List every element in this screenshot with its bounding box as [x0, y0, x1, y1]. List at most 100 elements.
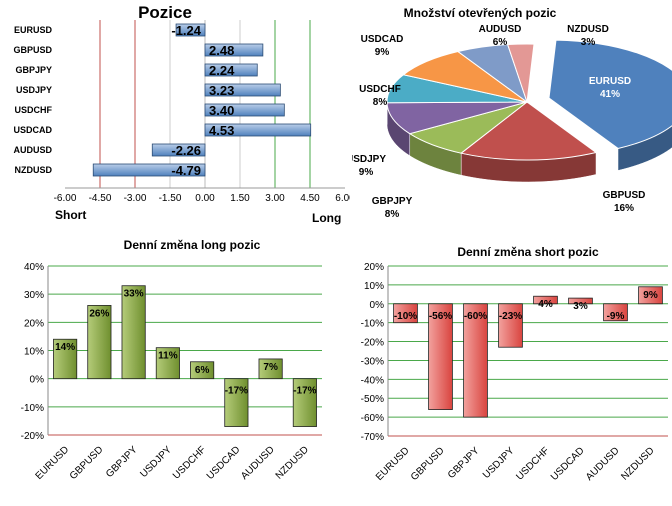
chart-title: Pozice — [138, 3, 192, 22]
x-tick-label: 3.00 — [265, 193, 285, 204]
category-label: GBPJPY — [446, 445, 482, 481]
short-label: Short — [55, 208, 86, 222]
y-tick-label: -10% — [21, 403, 44, 414]
x-tick-label: 6.00 — [335, 193, 350, 204]
pie-label-value: 9% — [359, 167, 374, 178]
category-label: USDCAD — [205, 444, 243, 482]
long-label: Long — [312, 211, 341, 225]
chart-title: Denní změna long pozic — [124, 238, 261, 252]
y-tick-label: 20% — [364, 262, 384, 273]
pie-label-value: 41% — [600, 89, 620, 100]
y-tick-label: -60% — [361, 413, 384, 424]
data-label: 2.24 — [209, 63, 235, 78]
pie-label-name: USDJPY — [352, 154, 386, 165]
category-label: GBPUSD — [13, 45, 52, 55]
data-label: -1.24 — [171, 23, 201, 38]
pie-label-name: GBPJPY — [372, 196, 413, 207]
y-tick-label: 10% — [364, 281, 384, 292]
data-label: 14% — [55, 342, 75, 353]
data-label: -17% — [225, 386, 248, 397]
pie-label-value: 3% — [581, 37, 596, 48]
pie-label-value: 16% — [614, 203, 634, 214]
category-label: AUDUSD — [13, 145, 52, 155]
pie-label-value: 9% — [375, 47, 390, 58]
data-label: 7% — [263, 362, 278, 373]
y-tick-label: -40% — [361, 375, 384, 386]
y-tick-label: -10% — [361, 319, 384, 330]
data-label: -23% — [499, 311, 522, 322]
pie-label-name: USDCAD — [361, 34, 404, 45]
y-tick-label: -70% — [361, 432, 384, 443]
category-label: USDCHF — [514, 445, 551, 482]
y-tick-label: 40% — [24, 262, 44, 273]
open-positions-pie-chart: Množství otevřených pozic EURUSD 41% GBPUS… — [352, 0, 672, 228]
category-label: GBPJPY — [104, 444, 140, 480]
y-tick-label: 0% — [30, 375, 45, 386]
data-label: 4% — [538, 299, 553, 310]
data-label: -10% — [394, 311, 417, 322]
category-label: NZDUSD — [15, 165, 53, 175]
pie-label-name: GBPUSD — [603, 190, 646, 201]
y-tick-label: -50% — [361, 394, 384, 405]
data-label: 4.53 — [209, 123, 234, 138]
category-label: EURUSD — [14, 25, 53, 35]
x-tick-label: 4.50 — [300, 193, 320, 204]
y-tick-label: 20% — [24, 318, 44, 329]
y-tick-label: 0% — [370, 300, 385, 311]
data-label: 3.23 — [209, 83, 234, 98]
category-label: AUDUSD — [584, 445, 622, 483]
category-label: NZDUSD — [274, 444, 311, 481]
x-tick-label: -3.00 — [124, 193, 147, 204]
category-label: EURUSD — [374, 445, 412, 483]
data-label: -56% — [429, 311, 452, 322]
data-label: 11% — [158, 351, 178, 362]
x-tick-label: -6.00 — [54, 193, 77, 204]
category-label: USDCAD — [13, 125, 52, 135]
pie-label-name: AUDUSD — [479, 24, 522, 35]
category-label: AUDUSD — [239, 444, 277, 482]
x-tick-label: 1.50 — [230, 193, 250, 204]
data-label: 26% — [89, 308, 109, 319]
category-label: GBPUSD — [68, 444, 106, 482]
chart-title: Denní změna short pozic — [457, 245, 599, 259]
y-tick-label: -20% — [21, 431, 44, 442]
pie-label-name: EURUSD — [589, 76, 631, 87]
data-label: -4.79 — [171, 163, 201, 178]
x-tick-label: 0.00 — [195, 193, 215, 204]
category-label: USDCHF — [171, 444, 208, 481]
category-label: USDCAD — [549, 445, 587, 483]
y-tick-label: -30% — [361, 356, 384, 367]
category-label: GBPJPY — [15, 65, 52, 75]
pie-label-value: 6% — [493, 37, 508, 48]
x-tick-label: -4.50 — [89, 193, 112, 204]
data-label: -60% — [464, 311, 487, 322]
y-tick-label: 30% — [24, 290, 44, 301]
category-label: GBPUSD — [409, 445, 447, 483]
positions-chart: Pozice Short Long -6.00 -4.50 -3.00 -1.50 0.… — [0, 0, 350, 228]
pie-label-name: USDCHF — [359, 84, 401, 95]
category-label: USDJPY — [481, 445, 517, 481]
data-label: 33% — [124, 289, 144, 300]
x-tick-label: -1.50 — [159, 193, 182, 204]
data-label: 6% — [195, 365, 210, 376]
pie-label-value: 8% — [373, 97, 388, 108]
short-change-chart: Denní změna short pozic 20% 10% 0% -10% -20%… — [340, 232, 672, 501]
pie-label-value: 8% — [385, 209, 400, 220]
category-label: USDJPY — [16, 85, 52, 95]
long-change-chart: Denní změna long pozic 40% 30% 20% 10% 0% -10… — [0, 232, 340, 501]
data-label: -17% — [293, 386, 316, 397]
category-label: USDCHF — [15, 105, 53, 115]
category-label: NZDUSD — [619, 445, 656, 482]
category-label: USDJPY — [138, 444, 174, 480]
y-tick-label: -20% — [361, 338, 384, 349]
y-tick-label: 10% — [24, 347, 44, 358]
data-label: 9% — [643, 290, 658, 301]
chart-title: Množství otevřených pozic — [404, 6, 557, 20]
data-label: 3% — [573, 301, 588, 312]
data-label: -9% — [607, 311, 625, 322]
data-label: 3.40 — [209, 103, 234, 118]
category-label: EURUSD — [34, 444, 72, 482]
data-label: 2.48 — [209, 43, 234, 58]
pie-label-name: NZDUSD — [567, 24, 609, 35]
data-label: -2.26 — [171, 143, 201, 158]
